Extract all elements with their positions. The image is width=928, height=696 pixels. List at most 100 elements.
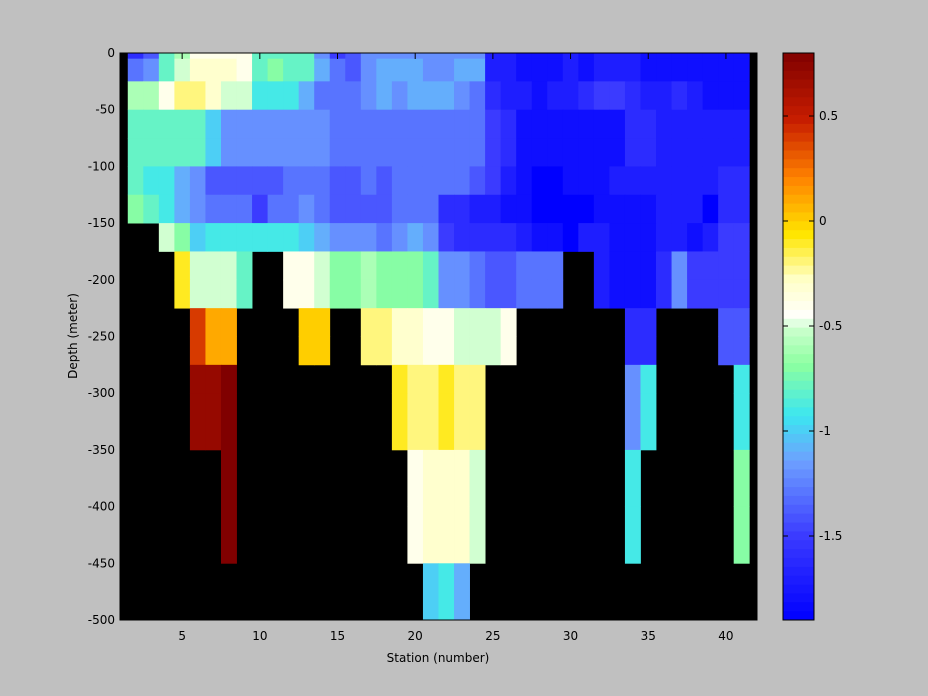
colorbar-segment	[783, 451, 814, 461]
heatmap-cell	[454, 223, 470, 252]
heatmap-cell	[485, 58, 502, 82]
colorbar-segment	[783, 168, 814, 178]
heatmap-cell	[547, 53, 564, 60]
heatmap-cell	[516, 251, 533, 281]
heatmap-cell	[205, 58, 222, 82]
colorbar-segment	[783, 487, 814, 497]
heatmap-cell	[578, 109, 595, 139]
heatmap-cell	[236, 58, 253, 82]
colorbar-segment	[783, 611, 814, 621]
x-tick-label: 15	[330, 629, 345, 643]
heatmap-cell	[718, 138, 735, 167]
heatmap-cell	[407, 58, 424, 82]
heatmap-cell	[220, 308, 237, 337]
heatmap-cell	[500, 81, 517, 111]
heatmap-cell	[189, 109, 206, 139]
heatmap-cell	[205, 81, 222, 111]
heatmap-cell	[407, 109, 424, 139]
heatmap-cell	[640, 58, 657, 82]
heatmap-cell	[438, 251, 455, 281]
heatmap-cell	[469, 138, 486, 167]
y-tick-label: -250	[88, 330, 115, 344]
heatmap-cell	[469, 336, 486, 366]
heatmap-cell	[267, 223, 284, 252]
heatmap-cell	[733, 251, 750, 281]
heatmap-cell	[469, 194, 486, 224]
heatmap-cell	[422, 109, 439, 139]
y-tick-label: -350	[88, 443, 115, 457]
heatmap-cell	[438, 393, 455, 451]
heatmap-cell	[656, 58, 672, 82]
heatmap-cell	[640, 138, 657, 167]
heatmap-cell	[205, 336, 222, 366]
heatmap-cell	[454, 166, 470, 196]
colorbar-segment	[783, 425, 814, 435]
x-tick-label: 20	[408, 629, 423, 643]
colorbar-tick-label: 0	[819, 214, 827, 228]
colorbar-segment	[783, 292, 814, 302]
heatmap-cell	[407, 194, 424, 224]
heatmap-cell	[127, 109, 144, 139]
heatmap-cell	[252, 223, 268, 252]
y-axis-ticks: 0 -50 -100 -150 -200 -250 -300 -350 -400 -450 -500	[88, 46, 757, 627]
heatmap-cell	[360, 138, 377, 167]
heatmap-cell	[143, 138, 160, 167]
heatmap-cell	[531, 138, 548, 167]
heatmap-cell	[516, 53, 533, 60]
heatmap-cell	[298, 81, 315, 111]
heatmap-cell	[220, 364, 237, 394]
colorbar-segment	[783, 274, 814, 284]
heatmap-cell	[391, 109, 408, 139]
heatmap-cell	[189, 308, 206, 337]
heatmap-cell	[656, 223, 672, 252]
heatmap-cell	[158, 58, 175, 82]
heatmap-cell	[485, 251, 502, 281]
heatmap-cell	[687, 166, 704, 196]
heatmap-cell	[469, 53, 486, 60]
heatmap-cell	[127, 58, 144, 82]
heatmap-cell	[531, 251, 548, 281]
heatmap-cell	[454, 251, 470, 281]
heatmap-cell	[624, 336, 641, 366]
heatmap-cell	[687, 109, 704, 139]
colorbar-segment	[783, 177, 814, 187]
heatmap-cell	[656, 81, 672, 111]
heatmap-cell	[438, 364, 455, 394]
colorbar-segment	[783, 185, 814, 196]
heatmap-cell	[547, 279, 564, 309]
y-tick-label: -300	[88, 386, 115, 400]
heatmap-cell	[220, 138, 237, 167]
heatmap-cell	[438, 449, 455, 507]
heatmap-cell	[702, 194, 719, 224]
colorbar-segment	[783, 318, 814, 329]
heatmap-cell	[407, 81, 424, 111]
heatmap-cell	[531, 223, 548, 252]
heatmap-cell	[127, 194, 144, 224]
heatmap-cell	[345, 251, 362, 281]
colorbar-segment	[783, 460, 814, 470]
heatmap-cell	[671, 166, 688, 196]
colorbar: 0.5 0 -0.5 -1 -1.5	[782, 52, 842, 621]
heatmap-cell	[376, 308, 393, 337]
heatmap-cell	[500, 251, 517, 281]
heatmap-cell	[469, 308, 486, 337]
heatmap-cell	[329, 223, 346, 252]
colorbar-segment	[783, 150, 814, 160]
colorbar-segment	[783, 602, 814, 612]
heatmap-cell	[593, 109, 610, 139]
heatmap-cell	[593, 58, 610, 82]
heatmap-cell	[422, 138, 439, 167]
heatmap-cell	[454, 194, 470, 224]
heatmap-cell	[609, 223, 626, 252]
heatmap-cell	[609, 58, 626, 82]
heatmap-cell	[562, 109, 579, 139]
heatmap-cell	[656, 109, 672, 139]
heatmap-cell	[314, 166, 331, 196]
heatmap-cell	[500, 308, 517, 337]
heatmap-cell	[329, 58, 346, 82]
heatmap-cell	[656, 166, 672, 196]
heatmap-cell	[174, 166, 191, 196]
heatmap-cell	[314, 336, 331, 366]
heatmap-cell	[298, 53, 315, 60]
heatmap-cell	[220, 506, 237, 564]
